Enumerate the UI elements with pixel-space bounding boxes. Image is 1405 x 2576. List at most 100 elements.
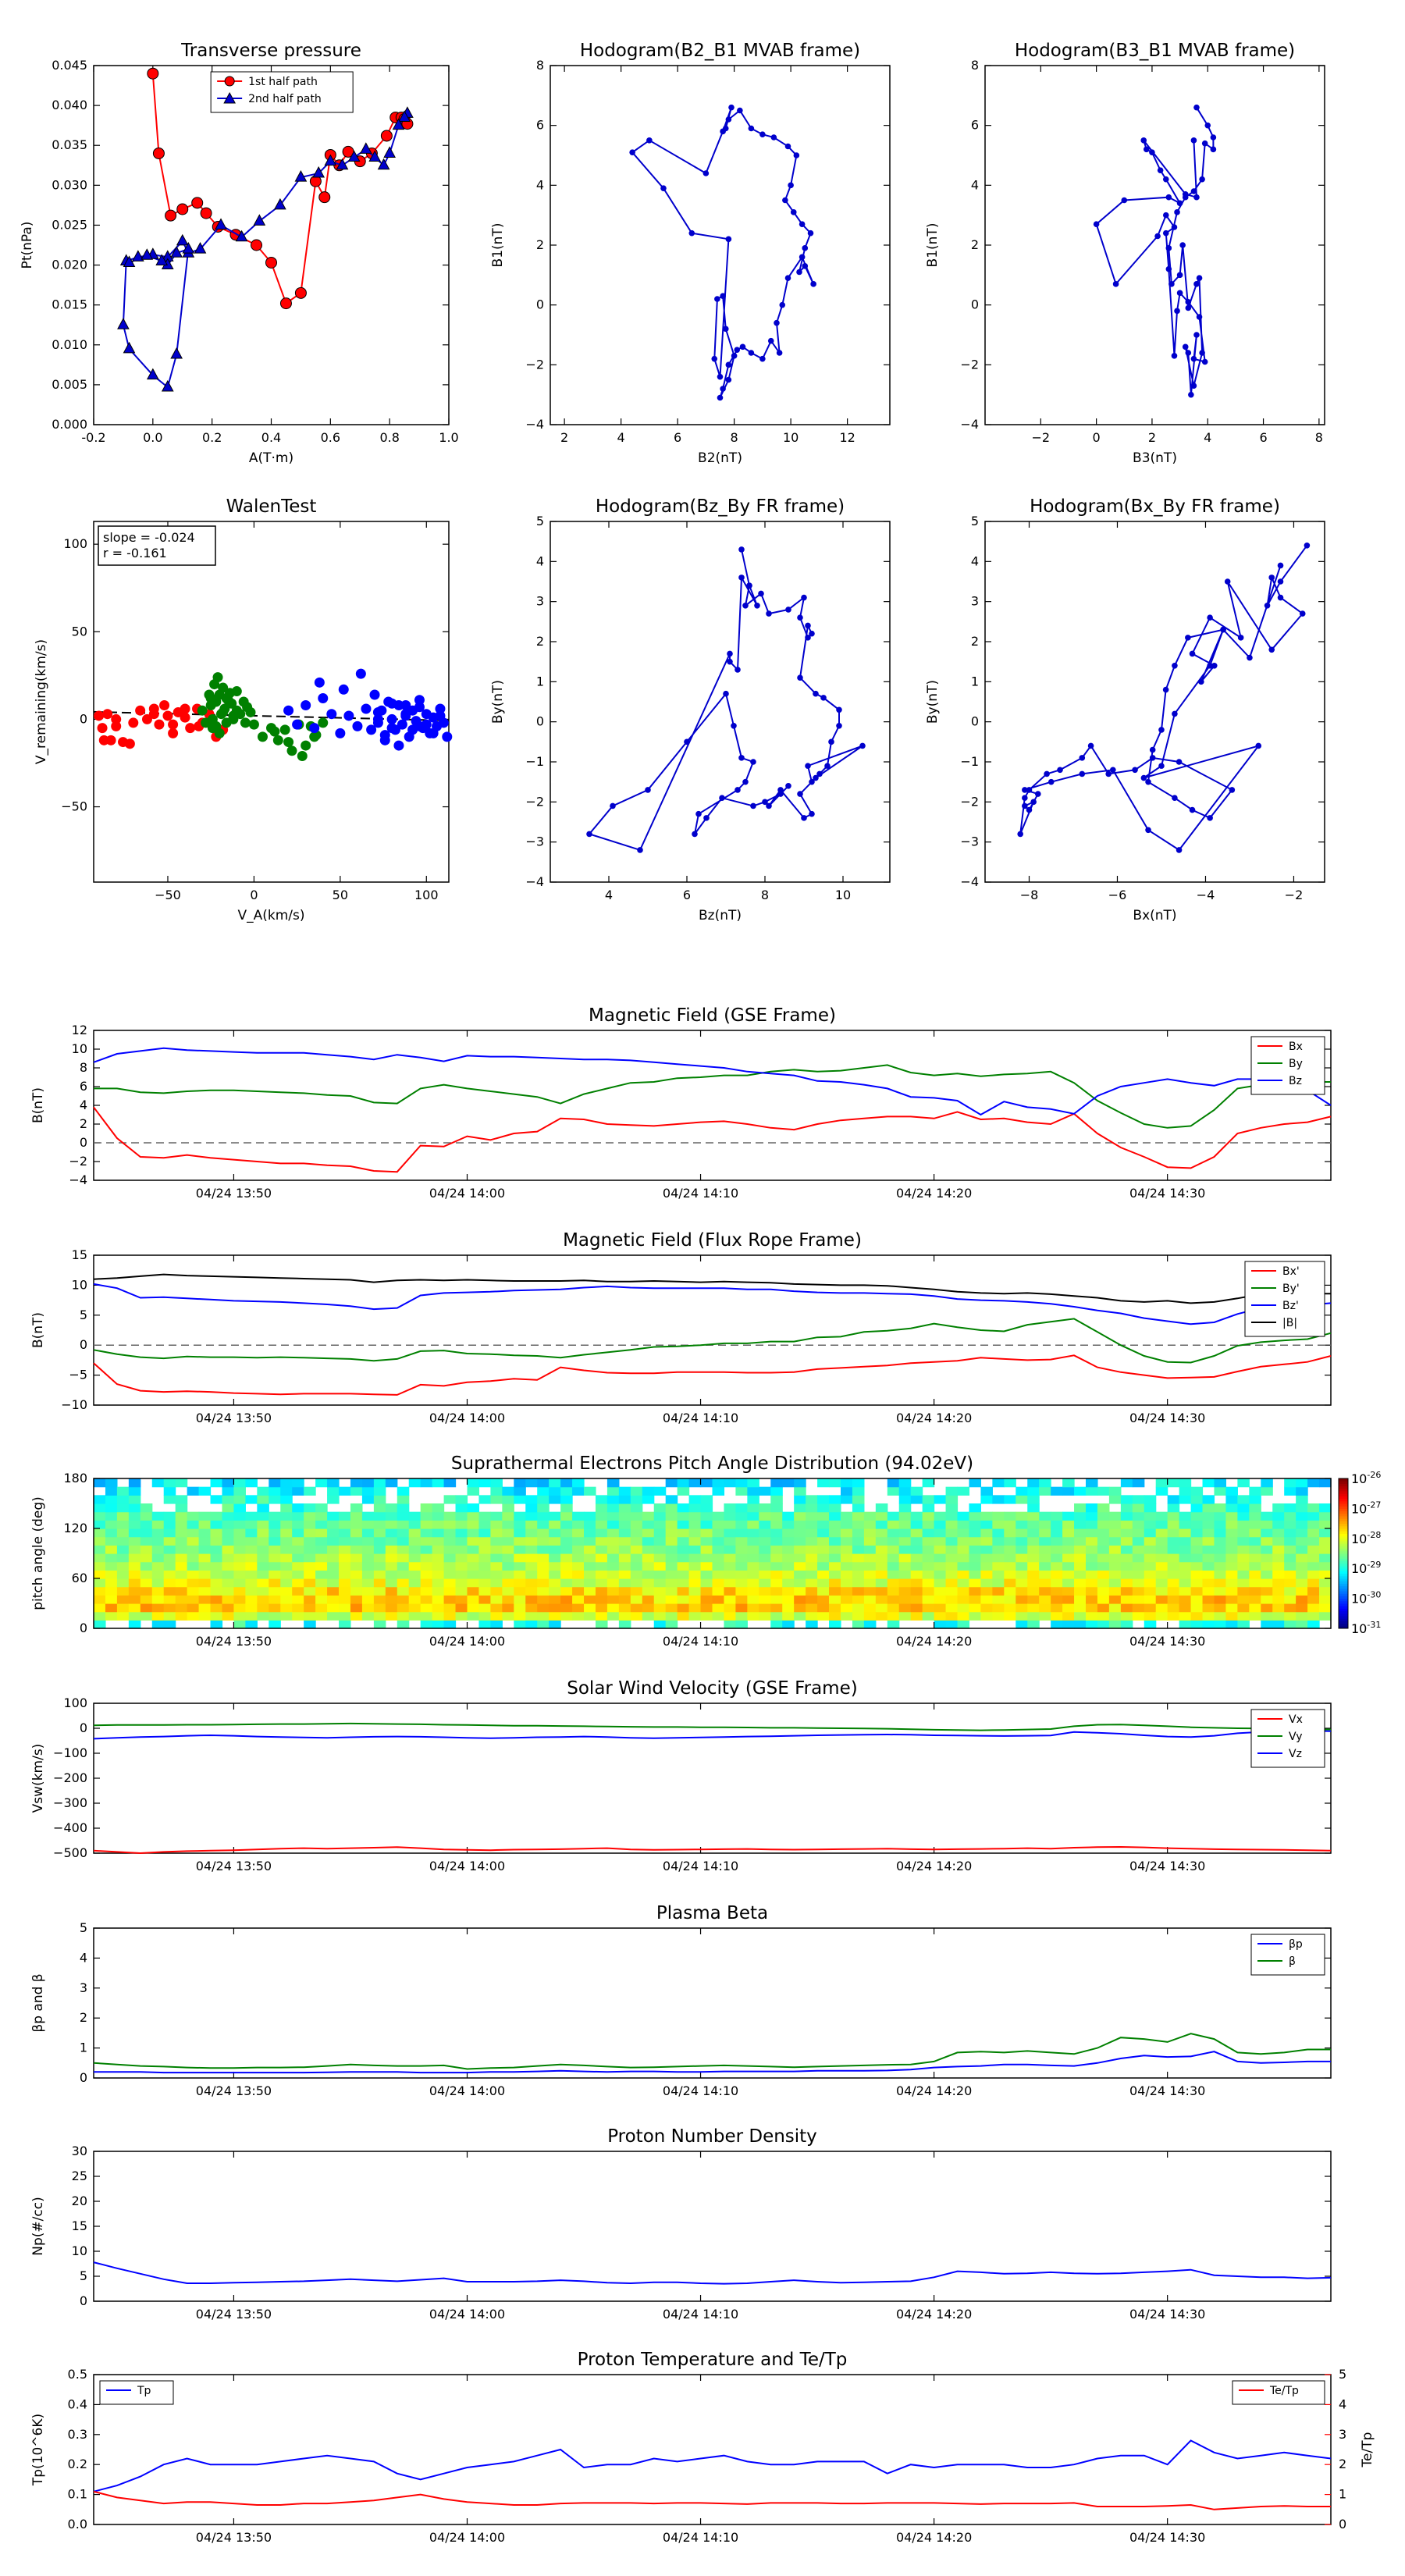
data-point [1189, 650, 1196, 657]
data-point [1145, 778, 1151, 785]
x-tick-label: 04/24 14:10 [663, 2530, 738, 2545]
y-tick-label: 15 [72, 1247, 87, 1262]
heatmap-cell [420, 1611, 433, 1621]
heatmap-cell [327, 1578, 340, 1588]
heatmap-cell [269, 1486, 281, 1496]
plot-frame [984, 521, 1325, 883]
heatmap-cell [397, 1603, 410, 1613]
y-tick-label: 0.030 [52, 177, 87, 192]
heatmap-cell [94, 1578, 106, 1588]
heatmap-cell [549, 1553, 561, 1563]
heatmap-cell [560, 1478, 573, 1488]
colorbar-tick-label: 10-27 [1351, 1500, 1381, 1516]
hodogram-bz-by-chart: Hodogram(Bz_By FR frame)4 6 8 10−4−3−2−1012… [490, 496, 891, 923]
heatmap-cell [315, 1595, 328, 1604]
data-point [155, 254, 169, 265]
data-point [194, 242, 207, 254]
heatmap-cell [175, 1503, 188, 1513]
x-tick-label: 04/24 14:20 [896, 1411, 972, 1425]
data-point [1157, 167, 1164, 173]
legend-entry: Vz [1289, 1748, 1302, 1760]
heatmap-cell [817, 1520, 830, 1529]
heatmap-cell [1155, 1595, 1168, 1604]
heatmap-cell [1179, 1620, 1192, 1629]
heatmap-cell [887, 1620, 900, 1629]
heatmap-cell [432, 1586, 445, 1596]
heatmap-cell [280, 1495, 293, 1504]
heatmap-cell [852, 1611, 865, 1621]
heatmap-cell [584, 1486, 596, 1496]
heatmap-cell [898, 1586, 912, 1596]
heatmap-cell [1062, 1570, 1075, 1579]
y-tick-label: −3 [525, 834, 544, 849]
data-point [392, 118, 405, 130]
heatmap-cell [910, 1520, 923, 1529]
heatmap-cell [1167, 1478, 1180, 1488]
heatmap-cell [455, 1511, 468, 1521]
heatmap-cell [175, 1561, 188, 1571]
heatmap-cell [653, 1586, 667, 1596]
heatmap-cell [1120, 1620, 1133, 1629]
heatmap-cell [794, 1603, 806, 1613]
data-point [361, 703, 372, 714]
data-point [182, 242, 195, 254]
heatmap-cell [1062, 1478, 1075, 1488]
heatmap-cell [747, 1561, 759, 1571]
heatmap-cell [606, 1603, 620, 1613]
heatmap-cell [490, 1578, 503, 1588]
heatmap-cell [408, 1578, 422, 1588]
data-point [372, 706, 383, 717]
heatmap-cell [829, 1603, 841, 1613]
heatmap-cell [187, 1511, 200, 1521]
heatmap-cell [992, 1586, 1005, 1596]
heatmap-cell [782, 1511, 795, 1521]
heatmap-cell [1284, 1478, 1297, 1488]
heatmap-cell [898, 1570, 912, 1579]
heatmap-cell [945, 1570, 959, 1579]
heatmap-cell [747, 1495, 759, 1504]
heatmap-cell [794, 1503, 806, 1513]
heatmap-cell [1319, 1545, 1332, 1554]
heatmap-cell [840, 1545, 853, 1554]
data-point [1172, 795, 1178, 801]
heatmap-cell [233, 1586, 246, 1596]
heatmap-cell [151, 1520, 165, 1529]
heatmap-cell [688, 1503, 702, 1513]
heatmap-cell [408, 1603, 422, 1613]
heatmap-cell [1004, 1595, 1016, 1604]
heatmap-cell [315, 1528, 328, 1538]
heatmap-cell [945, 1536, 959, 1546]
heatmap-cell [210, 1536, 223, 1546]
heatmap-cell [1144, 1536, 1157, 1546]
plot-frame [93, 521, 450, 883]
heatmap-cell [549, 1620, 561, 1629]
heatmap-cell [770, 1528, 783, 1538]
heatmap-cell [618, 1486, 631, 1496]
heatmap-cell [315, 1570, 328, 1579]
heatmap-cell [163, 1520, 176, 1529]
heatmap-cell [665, 1595, 678, 1604]
heatmap-cell [443, 1570, 457, 1579]
heatmap-cell [490, 1545, 503, 1554]
heatmap-cell [233, 1545, 246, 1554]
heatmap-cell [1085, 1478, 1098, 1488]
data-point [1162, 686, 1169, 693]
heatmap-cell [1097, 1553, 1110, 1563]
heatmap-cell [94, 1528, 106, 1538]
heatmap-cell [245, 1595, 258, 1604]
heatmap-cell [642, 1570, 655, 1579]
heatmap-cell [922, 1603, 935, 1613]
heatmap-cell [969, 1536, 982, 1546]
heatmap-cell [1167, 1495, 1180, 1504]
heatmap-cell [1284, 1545, 1297, 1554]
heatmap-cell [478, 1611, 491, 1621]
data-point [695, 810, 702, 817]
heatmap-cell [1249, 1511, 1261, 1521]
heatmap-cell [1097, 1486, 1110, 1496]
heatmap-cell [817, 1595, 830, 1604]
y-tick-label: 5 [536, 514, 544, 528]
heatmap-cell [1214, 1620, 1227, 1629]
heatmap-cell [1249, 1611, 1261, 1621]
heatmap-cell [852, 1478, 865, 1488]
heatmap-cell [1155, 1486, 1168, 1496]
